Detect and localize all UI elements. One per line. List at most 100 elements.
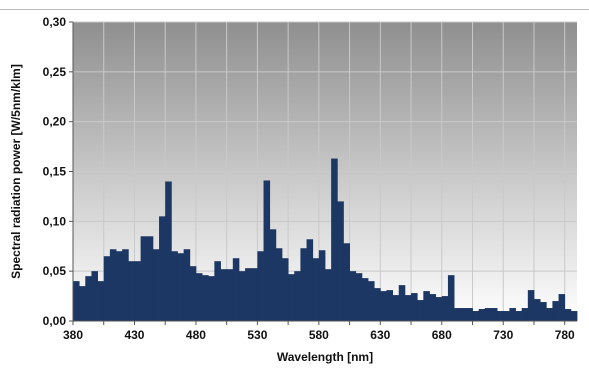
bar xyxy=(171,251,178,321)
bar xyxy=(386,290,394,321)
bar xyxy=(515,311,523,321)
bar xyxy=(429,294,437,321)
bar xyxy=(380,291,387,321)
bar xyxy=(214,261,221,321)
bar xyxy=(404,295,412,321)
bar xyxy=(128,261,135,321)
bar xyxy=(73,281,80,321)
bar xyxy=(564,309,572,321)
bar xyxy=(503,311,510,321)
bar xyxy=(509,308,516,321)
bar xyxy=(361,278,369,321)
bar xyxy=(497,311,504,321)
bar xyxy=(460,308,467,321)
y-tick-label: 0,25 xyxy=(43,65,67,79)
axes xyxy=(69,21,577,325)
bar xyxy=(527,290,535,321)
bar xyxy=(552,301,559,321)
bar xyxy=(558,294,566,321)
x-tick-label: 530 xyxy=(247,328,267,342)
bar xyxy=(300,248,307,321)
bar xyxy=(116,251,123,321)
bar xyxy=(140,236,148,321)
bar xyxy=(263,180,271,321)
bar xyxy=(91,271,98,321)
bar xyxy=(134,261,142,321)
bar xyxy=(275,248,283,321)
y-tick-label: 0,10 xyxy=(43,214,67,228)
bar xyxy=(202,275,209,321)
bar xyxy=(398,285,406,321)
bar xyxy=(79,286,86,321)
bar xyxy=(281,258,289,321)
x-tick-label: 780 xyxy=(555,328,575,342)
x-tick-label: 630 xyxy=(370,328,390,342)
bar xyxy=(97,281,105,321)
bar xyxy=(232,258,240,321)
x-tick-label: 680 xyxy=(432,328,452,342)
bar xyxy=(257,251,264,321)
bar xyxy=(288,274,295,321)
y-tick-label: 0,15 xyxy=(43,165,67,179)
top-divider xyxy=(0,9,589,10)
x-tick-label: 380 xyxy=(63,328,83,342)
bar xyxy=(454,308,461,321)
bar xyxy=(540,302,547,321)
bar xyxy=(177,253,185,321)
bar xyxy=(245,268,252,321)
x-axis-title: Wavelength [nm] xyxy=(277,350,373,364)
bar xyxy=(109,249,117,321)
bar xyxy=(392,295,400,321)
bar xyxy=(533,299,541,321)
x-tick-label: 430 xyxy=(124,328,144,342)
bar xyxy=(189,266,197,321)
bar xyxy=(374,288,381,321)
bar xyxy=(343,243,350,321)
bar xyxy=(306,239,314,321)
y-tick-label: 0,30 xyxy=(43,15,67,29)
bar xyxy=(146,236,154,321)
bar xyxy=(85,276,92,321)
bar xyxy=(521,308,529,321)
x-tick-label: 730 xyxy=(493,328,513,342)
bar xyxy=(570,311,578,321)
bar xyxy=(152,249,160,321)
bar xyxy=(208,276,215,321)
bar xyxy=(165,181,172,321)
bar xyxy=(417,300,424,321)
y-tick-label: 0,05 xyxy=(43,264,67,278)
bar xyxy=(122,249,129,321)
bar xyxy=(411,293,418,321)
bar xyxy=(238,271,246,321)
bar xyxy=(349,271,357,321)
bar xyxy=(423,291,430,321)
x-tick-label: 480 xyxy=(186,328,206,342)
bar xyxy=(331,158,338,321)
bar xyxy=(472,311,480,321)
tick-labels: 0,00 0,05 0,10 0,15 0,20 0,25 0,30 380 430 480 530… xyxy=(43,15,575,342)
x-tick-label: 580 xyxy=(309,328,329,342)
bar xyxy=(490,308,498,321)
bar xyxy=(325,269,332,321)
bar xyxy=(159,216,166,321)
bar xyxy=(269,229,277,321)
bar xyxy=(226,269,234,321)
bar xyxy=(368,281,375,321)
bar xyxy=(441,296,449,321)
bar xyxy=(251,268,258,321)
bar xyxy=(466,308,473,321)
bar xyxy=(183,249,191,321)
bar-series xyxy=(73,158,578,321)
bar xyxy=(220,269,228,321)
bar xyxy=(478,309,486,321)
y-tick-label: 0,20 xyxy=(43,115,67,129)
bar xyxy=(337,201,344,321)
bar xyxy=(484,308,492,321)
bar xyxy=(294,271,301,321)
bar xyxy=(195,273,203,321)
bar xyxy=(103,256,111,321)
bar xyxy=(312,258,320,321)
bar xyxy=(435,297,443,321)
